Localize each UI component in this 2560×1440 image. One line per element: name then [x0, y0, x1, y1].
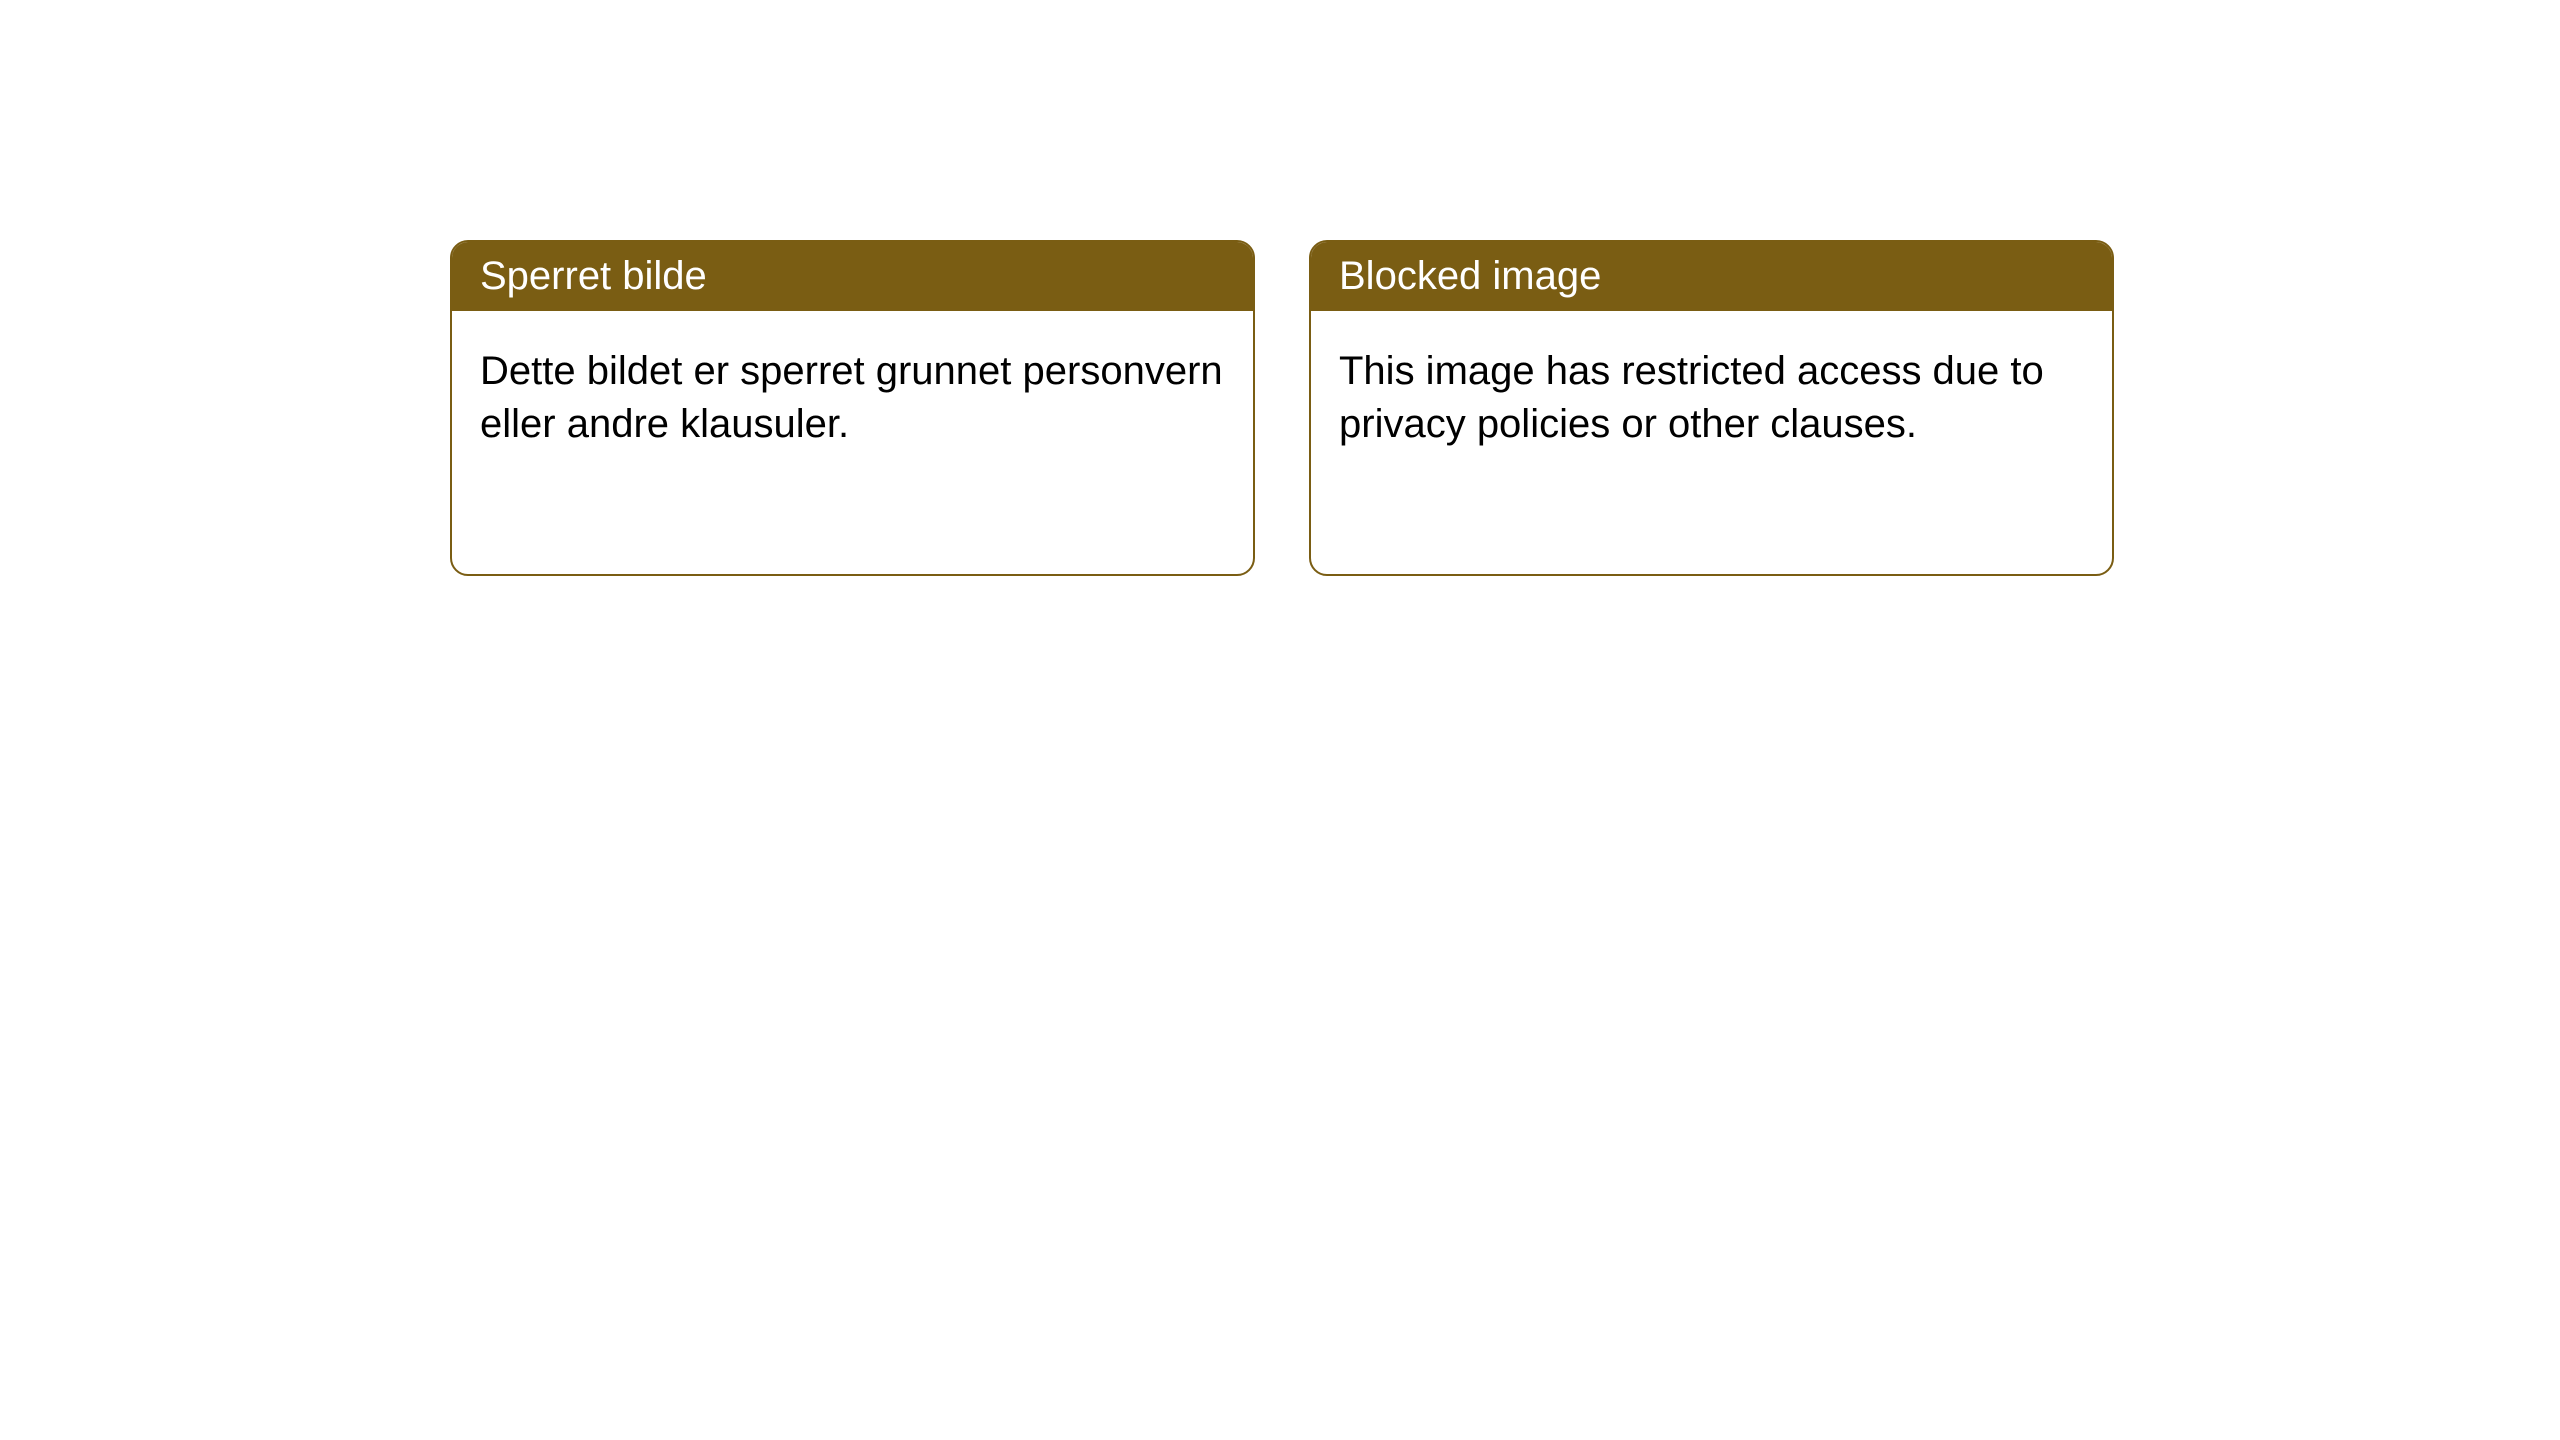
notice-card-norwegian: Sperret bilde Dette bildet er sperret gr… — [450, 240, 1255, 576]
notice-header: Sperret bilde — [452, 242, 1253, 311]
notice-header: Blocked image — [1311, 242, 2112, 311]
notice-body: Dette bildet er sperret grunnet personve… — [452, 311, 1253, 485]
notice-body: This image has restricted access due to … — [1311, 311, 2112, 485]
notice-cards-container: Sperret bilde Dette bildet er sperret gr… — [0, 0, 2560, 576]
notice-card-english: Blocked image This image has restricted … — [1309, 240, 2114, 576]
